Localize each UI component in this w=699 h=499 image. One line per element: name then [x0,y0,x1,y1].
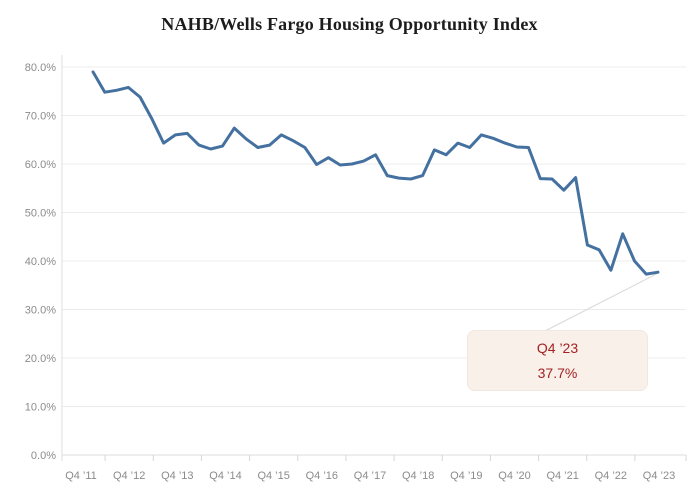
y-axis-tick-label: 30.0% [25,305,56,317]
x-axis-tick-label: Q4 ’14 [209,470,241,482]
y-axis-tick-label: 0.0% [31,450,56,462]
hoi-series-line [91,70,660,276]
annotation-leader-line [544,272,659,332]
x-axis-tick-label: Q4 ’18 [402,470,434,482]
y-axis-tick-label: 60.0% [25,159,56,171]
x-axis-tick-label: Q4 ’12 [113,470,145,482]
x-axis-tick-label: Q4 ’21 [546,470,578,482]
x-axis-tick-label: Q4 ’23 [643,470,675,482]
y-axis-tick-label: 50.0% [25,208,56,220]
x-axis-tick-label: Q4 ’22 [595,470,627,482]
x-axis-tick-label: Q4 ’16 [306,470,338,482]
x-axis-tick-label: Q4 ’19 [450,470,482,482]
x-axis-tick-label: Q4 ’15 [257,470,289,482]
y-axis-tick-label: 40.0% [25,256,56,268]
x-axis-tick-label: Q4 ’13 [161,470,193,482]
y-axis-tick-label: 10.0% [25,402,56,414]
y-axis-tick-label: 20.0% [25,353,56,365]
x-axis-tick-label: Q4 ’17 [354,470,386,482]
x-axis-tick-label: Q4 ’20 [498,470,530,482]
annotation-quarter-label: Q4 ’23 [536,339,579,356]
y-axis-tick-label: 80.0% [25,62,56,74]
annotation-value-label: 37.7% [537,364,578,381]
x-axis-tick-label: Q4 ’11 [65,470,97,482]
y-axis-tick-label: 70.0% [25,111,56,123]
annotation-callout: Q4 ’23 37.7% [467,330,648,391]
chart-title: NAHB/Wells Fargo Housing Opportunity Ind… [161,14,538,34]
